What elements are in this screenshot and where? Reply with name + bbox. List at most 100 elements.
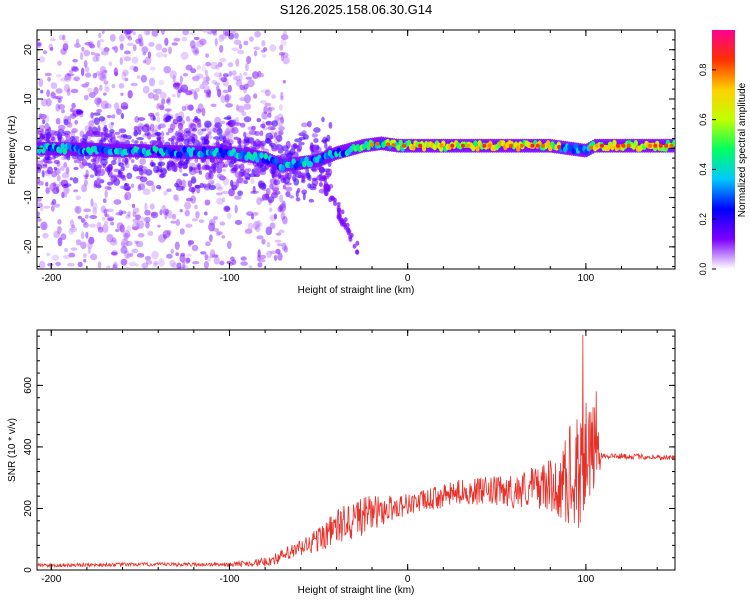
spectrogram-cell bbox=[198, 219, 205, 223]
spectrogram-cell bbox=[172, 74, 176, 83]
spectrogram-cell bbox=[212, 127, 217, 133]
colorbar: 0.0 0.2 0.4 0.6 0.8 Normalized spectral ampl… bbox=[698, 30, 748, 275]
spectrogram-cell bbox=[136, 252, 145, 258]
spectrogram-cell bbox=[123, 232, 129, 242]
spectrogram-cell bbox=[137, 33, 143, 43]
spectrogram-cell bbox=[190, 176, 197, 184]
spectrogram-cell bbox=[130, 82, 138, 87]
spectrogram-cell bbox=[192, 47, 200, 56]
spectrogram-cell bbox=[221, 235, 226, 239]
spectrogram-cell bbox=[215, 138, 220, 147]
spectrogram-cell bbox=[139, 158, 146, 165]
spectrogram-cell bbox=[171, 262, 178, 269]
spectrogram-cell bbox=[204, 69, 208, 77]
spectrogram-cell bbox=[155, 52, 164, 58]
spectrogram-cell bbox=[214, 37, 218, 47]
spectrogram-cell bbox=[83, 258, 87, 263]
spectrogram-cell bbox=[64, 72, 71, 81]
spectrogram-cell bbox=[239, 84, 246, 91]
spectrogram-cell bbox=[292, 177, 296, 181]
spectrogram-cell bbox=[234, 219, 243, 225]
spectrogram-cell bbox=[223, 116, 232, 120]
spectrogram-cell bbox=[39, 204, 44, 212]
spectrogram-cell bbox=[281, 145, 289, 152]
spectrogram-cell bbox=[83, 59, 88, 68]
spectrogram-cell bbox=[47, 262, 54, 267]
spectrogram-cell bbox=[60, 233, 67, 241]
spectrogram-cell bbox=[102, 198, 107, 204]
spectrogram-cell bbox=[152, 115, 156, 121]
spectrogram-cell bbox=[205, 133, 210, 140]
spectrogram-cell bbox=[323, 184, 328, 190]
spectrogram-cell bbox=[72, 58, 79, 63]
spectrogram-cell bbox=[100, 158, 108, 166]
spectrogram-cell bbox=[63, 247, 69, 252]
spectrogram-cell bbox=[57, 237, 63, 247]
spectrogram-cell bbox=[216, 231, 223, 235]
spectrogram-cell bbox=[37, 211, 41, 217]
spectrogram-cell bbox=[93, 86, 99, 95]
spectrogram-cell bbox=[219, 45, 224, 53]
spectrogram-cell bbox=[142, 85, 150, 94]
spectrogram-cell bbox=[148, 77, 156, 87]
spectrogram-cell bbox=[181, 105, 187, 112]
spectrogram-cell bbox=[232, 75, 238, 81]
spectrogram-cell bbox=[119, 57, 124, 65]
spectrogram-cell bbox=[278, 126, 285, 131]
spectrogram-cell bbox=[232, 119, 237, 125]
spectrogram-cell bbox=[195, 87, 200, 93]
spectrogram-cell bbox=[151, 184, 156, 193]
spectrogram-cell bbox=[196, 64, 201, 70]
spectrogram-cell bbox=[37, 177, 41, 184]
spectrogram-cell bbox=[157, 102, 162, 109]
spectrogram-cell bbox=[178, 151, 183, 159]
spectrogram-cell bbox=[305, 167, 310, 175]
spectrogram-cell bbox=[273, 132, 278, 140]
spectrogram-cell bbox=[260, 123, 266, 129]
spectrogram-cell bbox=[147, 92, 155, 99]
spectrogram-cell bbox=[107, 216, 115, 222]
spectrogram-cell bbox=[260, 144, 265, 151]
spectrogram-cell bbox=[340, 209, 345, 215]
spectrogram-cell bbox=[99, 84, 103, 92]
spectrogram-cell bbox=[159, 167, 168, 175]
spectrogram-cell bbox=[40, 89, 44, 94]
spectrogram-cell bbox=[124, 50, 131, 55]
snr-panel: -200 -100 0 100 0 200 400 600 Height of straig… bbox=[7, 329, 676, 596]
spectrogram-cell bbox=[104, 189, 108, 199]
spectrogram-y-tick-label: 0 bbox=[23, 145, 34, 151]
spectrogram-cell bbox=[283, 245, 288, 253]
spectrogram-cell bbox=[345, 222, 350, 228]
spectrogram-cell bbox=[192, 128, 198, 132]
spectrogram-cell bbox=[272, 145, 280, 150]
spectrogram-cell bbox=[127, 36, 133, 41]
spectrogram-cell bbox=[236, 105, 245, 113]
spectrogram-cell bbox=[87, 87, 93, 93]
spectrogram-cell bbox=[330, 195, 335, 201]
spectrogram-y-tick-label: -10 bbox=[23, 190, 34, 205]
spectrogram-cell bbox=[343, 217, 348, 223]
spectrogram-cell bbox=[126, 42, 134, 47]
spectrogram-cell bbox=[234, 195, 242, 200]
spectrogram-cell bbox=[142, 188, 151, 196]
spectrogram-cell bbox=[42, 133, 50, 142]
spectrogram-cell bbox=[82, 134, 88, 141]
spectrogram-cell bbox=[167, 160, 175, 167]
spectrogram-cell bbox=[96, 102, 100, 108]
spectrogram-cell bbox=[140, 181, 147, 185]
spectrogram-cell bbox=[177, 122, 184, 130]
spectrogram-cell bbox=[280, 116, 284, 124]
spectrogram-cell bbox=[84, 41, 92, 46]
spectrogram-cell bbox=[175, 185, 184, 191]
spectrogram-cell bbox=[145, 180, 154, 186]
spectrogram-cell bbox=[280, 177, 287, 184]
spectrogram-cell bbox=[138, 125, 143, 130]
spectrogram-cell bbox=[126, 253, 132, 259]
spectrogram-cell bbox=[135, 240, 144, 248]
spectrogram-cell bbox=[68, 227, 74, 235]
spectrogram-cell bbox=[340, 218, 345, 224]
spectrogram-cell bbox=[214, 183, 222, 190]
spectrogram-cell bbox=[204, 120, 212, 128]
spectrogram-cell bbox=[212, 228, 220, 232]
spectrogram-cell bbox=[205, 61, 212, 67]
